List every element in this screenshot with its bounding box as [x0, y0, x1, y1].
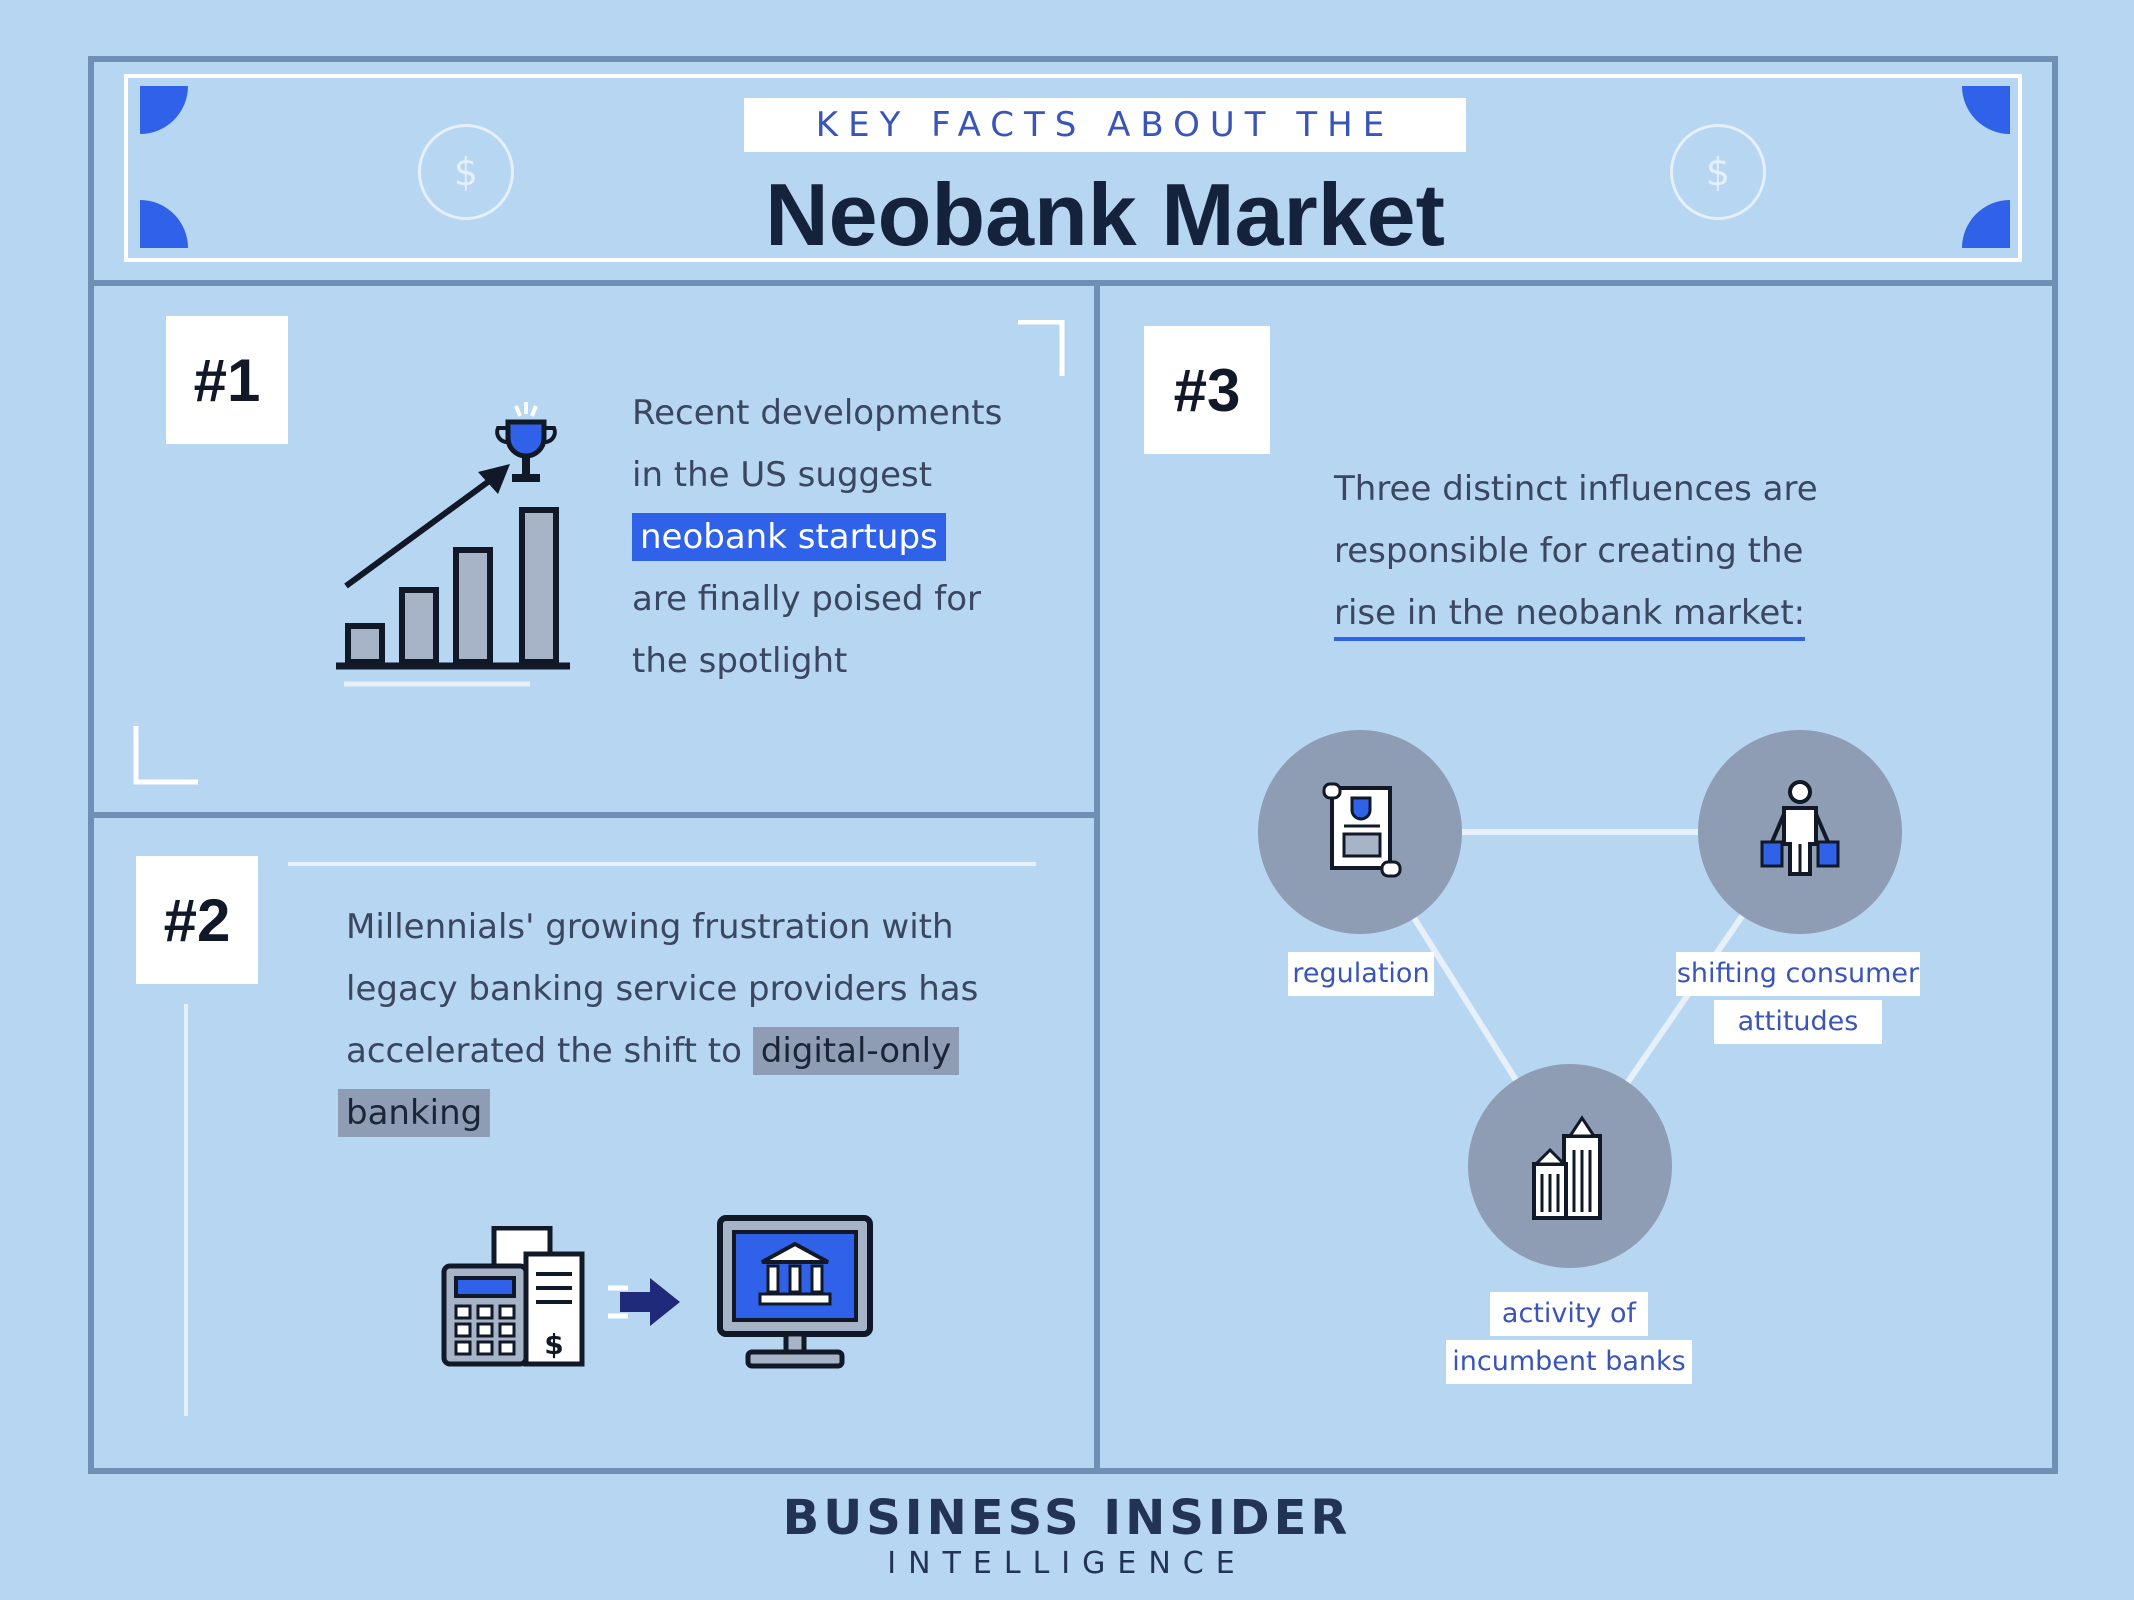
fact1-text: Recent developments in the US suggest ne…: [632, 382, 1052, 692]
corner-bracket-icon: [1018, 320, 1065, 376]
decorative-line: [184, 1004, 188, 1416]
node-label-regulation: regulation: [1288, 952, 1434, 996]
corner-bracket-icon: [133, 726, 198, 785]
text-fragment: accelerated the shift to: [346, 1031, 753, 1071]
text-line: accelerated the shift to digital-only: [346, 1020, 1066, 1082]
dollar-coin-icon: $: [418, 124, 514, 220]
label-line: activity of: [1490, 1292, 1648, 1336]
text-line: rise in the neobank market:: [1334, 582, 1974, 644]
growth-chart-trophy-icon: [336, 402, 570, 687]
text-line: Millennials' growing frustration with: [346, 907, 954, 947]
text-line: banking: [338, 1082, 491, 1144]
text-line: legacy banking service providers has: [346, 969, 979, 1009]
text-line: responsible for creating the: [1334, 531, 1804, 571]
brand-subtitle: INTELLIGENCE: [887, 1546, 1247, 1581]
text-line: Recent developments: [632, 393, 1003, 433]
online-bank-monitor-icon: [717, 1215, 873, 1369]
panel-divider-vertical: [1094, 286, 1100, 1474]
label-line: incumbent banks: [1446, 1340, 1692, 1384]
header-kicker: KEY FACTS ABOUT THE: [744, 98, 1466, 152]
fact2-text: Millennials' growing frustration with le…: [346, 896, 1066, 1082]
highlighted-phrase: neobank startups: [632, 513, 946, 561]
decorative-line: [288, 862, 1036, 866]
svg-text:$: $: [544, 1328, 563, 1361]
influences-diagram: [1258, 730, 1902, 1268]
text-line: in the US suggest: [632, 455, 933, 495]
regulation-document-icon: [1322, 782, 1402, 878]
shopper-icon: [1760, 780, 1840, 876]
bank-buildings-icon: [1532, 1115, 1602, 1220]
label-line: regulation: [1292, 958, 1430, 989]
arrow-right-icon: [608, 1278, 680, 1326]
fact-badge-2: #2: [136, 856, 258, 984]
coin-symbol: $: [1705, 150, 1731, 194]
text-line: neobank startups: [632, 506, 1052, 568]
fact3-text: Three distinct influences are responsibl…: [1334, 458, 1974, 644]
infographic-frame: [88, 56, 2058, 1474]
text-line: the spotlight: [632, 641, 848, 681]
fact-badge-1: #1: [166, 316, 288, 444]
highlighted-phrase: digital-only: [752, 1027, 960, 1075]
brand-logo: BUSINESS INSIDER: [782, 1490, 1352, 1546]
label-line: attitudes: [1714, 1000, 1882, 1044]
text-line: Three distinct influences are: [1334, 469, 1818, 509]
highlighted-phrase: banking: [338, 1089, 491, 1137]
fact-badge-3: #3: [1144, 326, 1270, 454]
coin-symbol: $: [453, 150, 479, 194]
node-label-consumer: shifting consumer attitudes: [1676, 952, 1920, 1044]
header-panel: [88, 56, 2058, 286]
panel-divider-horizontal: [88, 812, 1098, 818]
node-label-banks: activity of incumbent banks: [1446, 1292, 1692, 1384]
page-title: Neobank Market: [765, 165, 1445, 264]
text-line: are finally poised for: [632, 579, 982, 619]
label-line: shifting consumer: [1676, 952, 1920, 996]
dollar-coin-icon: $: [1670, 124, 1766, 220]
header-inner-border: [124, 74, 2022, 262]
underlined-phrase: rise in the neobank market:: [1334, 593, 1806, 641]
calculator-documents-icon: $: [441, 1226, 585, 1367]
